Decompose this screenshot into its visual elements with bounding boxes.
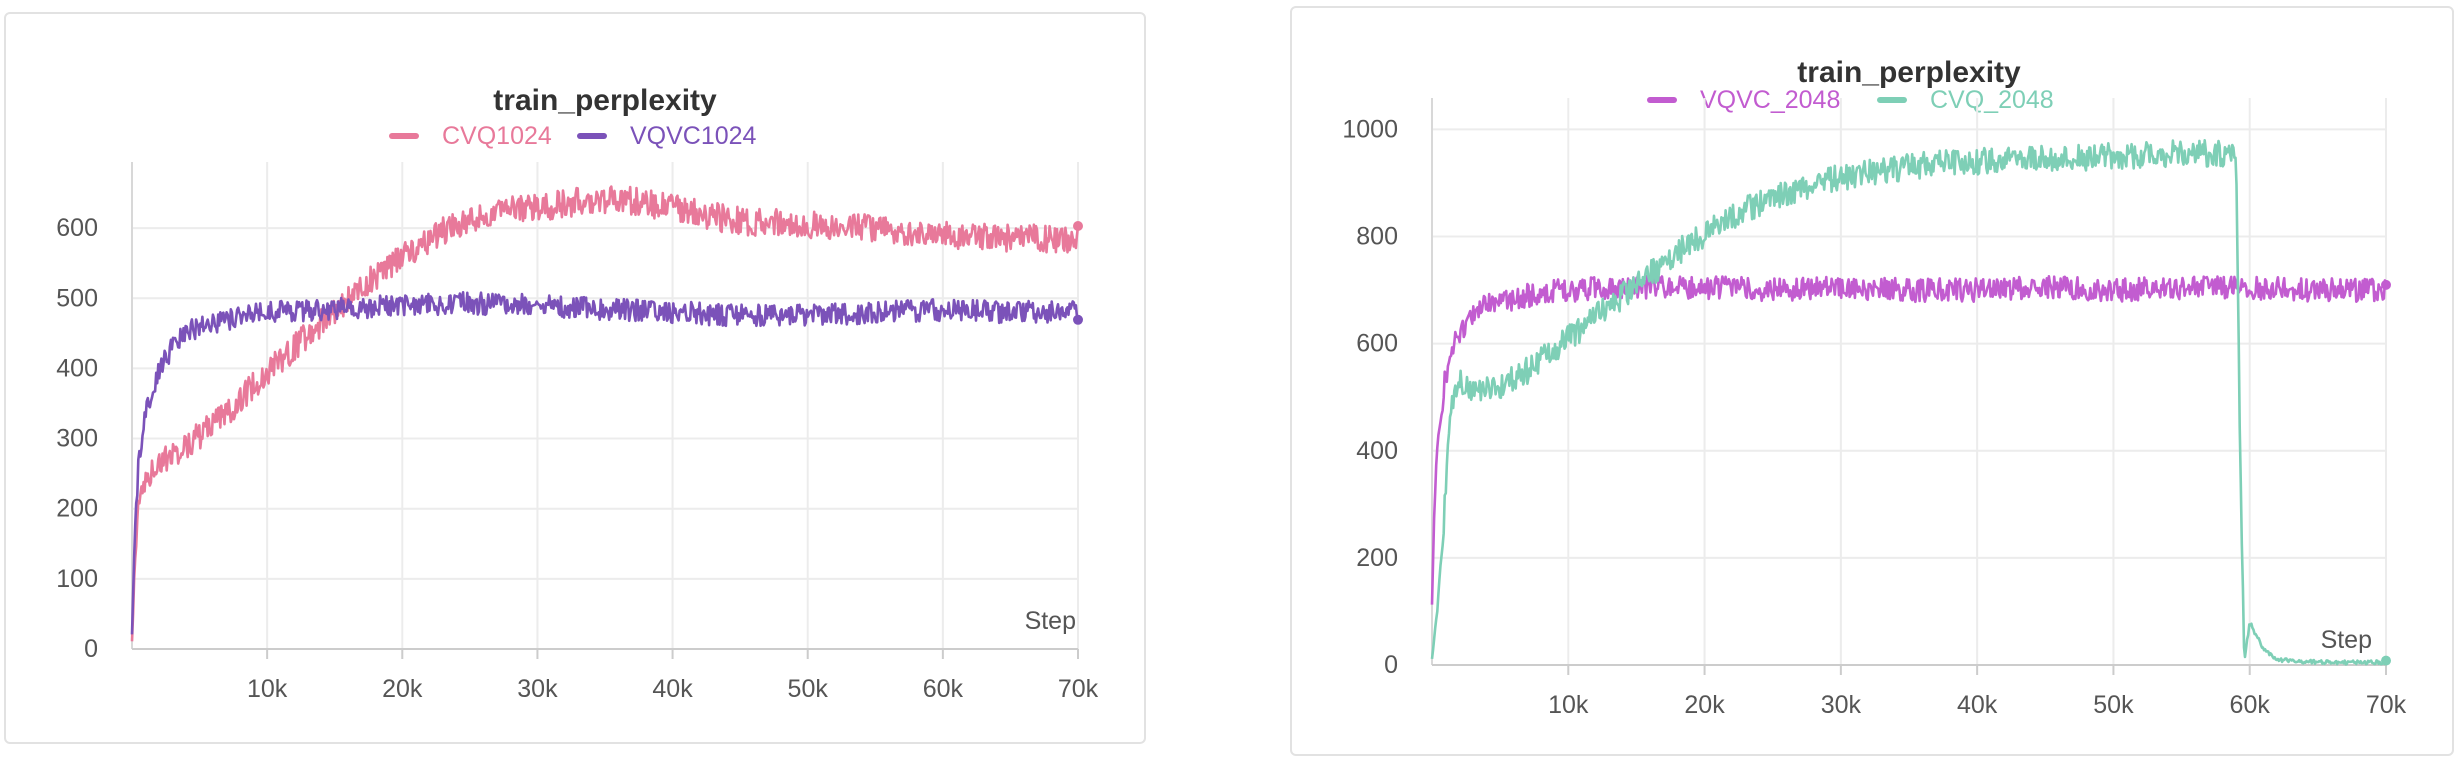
series-end-point — [1073, 221, 1083, 231]
x-axis-label: Step — [2321, 626, 2372, 654]
x-tick-label: 60k — [923, 675, 964, 703]
legend-label[interactable]: VQVC1024 — [630, 122, 757, 150]
y-tick-label: 200 — [56, 495, 98, 523]
series-end-point — [2381, 279, 2391, 290]
y-tick-label: 1000 — [1342, 115, 1398, 143]
y-tick-label: 600 — [56, 214, 98, 242]
x-axis-label: Step — [1025, 607, 1076, 635]
y-tick-label: 400 — [56, 354, 98, 382]
chart-panel-left: train_perplexity CVQ1024 VQVC1024 0 100 200 30… — [4, 12, 1146, 744]
chart-left: train_perplexity CVQ1024 VQVC1024 0 100 200 30… — [56, 84, 1099, 703]
x-tick-label: 70k — [2366, 691, 2407, 719]
y-tick-label: 300 — [56, 425, 98, 453]
chart-title: train_perplexity — [493, 84, 717, 117]
series-line — [130, 291, 1080, 635]
series-line — [1430, 274, 2388, 605]
series-line — [1430, 139, 2387, 666]
y-tick-label: 600 — [1356, 330, 1398, 358]
x-tick-label: 50k — [788, 675, 829, 703]
y-tick-label: 200 — [1356, 544, 1398, 572]
x-tick-label: 50k — [2093, 691, 2134, 719]
x-tick-label: 20k — [382, 675, 423, 703]
series-end-point — [1073, 314, 1083, 325]
y-tick-label: 800 — [1356, 223, 1398, 251]
chart-panel-right: train_perplexity VQVC_2048 CVQ_2048 0 200 400… — [1290, 6, 2454, 756]
y-tick-label: 400 — [1356, 437, 1398, 465]
x-tick-label: 10k — [1548, 691, 1589, 719]
x-tick-label: 20k — [1684, 691, 1725, 719]
y-tick-label: 0 — [1384, 651, 1398, 679]
y-tick-label: 0 — [84, 635, 98, 663]
legend-label[interactable]: CVQ1024 — [442, 122, 552, 150]
series-line — [130, 185, 1080, 642]
x-tick-label: 40k — [1957, 691, 1998, 719]
legend-label[interactable]: CVQ_2048 — [1930, 86, 2054, 114]
y-tick-label: 500 — [56, 284, 98, 312]
legend-label[interactable]: VQVC_2048 — [1700, 86, 1840, 114]
x-tick-label: 70k — [1058, 675, 1099, 703]
x-tick-label: 30k — [517, 675, 558, 703]
chart-title: train_perplexity — [1797, 56, 2021, 89]
x-tick-label: 30k — [1821, 691, 1862, 719]
series-end-point — [2381, 655, 2391, 666]
x-tick-label: 40k — [652, 675, 693, 703]
x-tick-label: 10k — [247, 675, 288, 703]
y-tick-label: 100 — [56, 565, 98, 593]
x-tick-label: 60k — [2230, 691, 2271, 719]
